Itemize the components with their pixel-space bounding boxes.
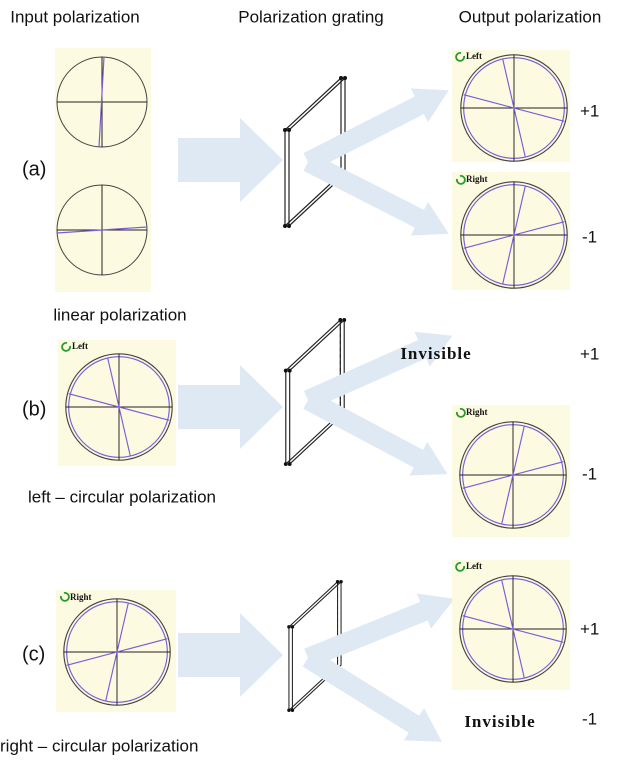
input-badge: Right bbox=[70, 592, 92, 602]
diffracted-beam bbox=[299, 383, 456, 491]
polarization-circle bbox=[460, 576, 566, 682]
polarization-circle bbox=[460, 422, 566, 528]
caption: linear polarization bbox=[53, 305, 186, 324]
output-badge: Left bbox=[466, 51, 482, 61]
invisible-label: Invisible bbox=[464, 712, 535, 731]
row-label: (b) bbox=[22, 398, 46, 420]
input-panel bbox=[56, 590, 176, 712]
input-badge: Left bbox=[72, 341, 88, 351]
output-badge: Left bbox=[466, 561, 482, 571]
column-header: Polarization grating bbox=[238, 7, 384, 26]
column-header: Output polarization bbox=[459, 7, 602, 26]
beam-arrow bbox=[178, 365, 283, 449]
column-header: Input polarization bbox=[10, 7, 139, 26]
row-c: (c) Right Left +1 Invisible -1 right – c… bbox=[0, 560, 599, 758]
row-a: (a) Left +1 Right -1 linear polarization bbox=[22, 48, 599, 324]
diffracted-beam bbox=[298, 642, 452, 758]
output-badge: Right bbox=[466, 407, 488, 417]
diffraction-order: +1 bbox=[580, 619, 599, 638]
polarization-circle bbox=[66, 354, 172, 460]
diagram: Input polarization Polarization grating … bbox=[0, 0, 625, 760]
row-label: (a) bbox=[22, 158, 46, 180]
input-panel bbox=[58, 340, 176, 466]
diffracted-beam bbox=[299, 145, 457, 251]
row-label: (c) bbox=[22, 643, 45, 665]
output-panel bbox=[452, 560, 570, 690]
diffraction-order: +1 bbox=[580, 344, 599, 363]
polarization-circle bbox=[461, 55, 567, 161]
row-b: (b) Left Invisible +1 Right -1 left – ci… bbox=[22, 318, 599, 537]
beam-arrow bbox=[178, 613, 283, 697]
caption: left – circular polarization bbox=[28, 487, 216, 506]
beam-arrow bbox=[178, 118, 283, 202]
diffraction-order: -1 bbox=[582, 709, 597, 728]
output-badge: Right bbox=[466, 174, 488, 184]
invisible-label: Invisible bbox=[400, 344, 471, 363]
diffraction-order: -1 bbox=[582, 227, 597, 246]
polarization-circle bbox=[461, 182, 567, 288]
diffraction-order: -1 bbox=[582, 464, 597, 483]
diffraction-order: +1 bbox=[580, 101, 599, 120]
caption: right – circular polarization bbox=[0, 736, 198, 755]
polarization-circle bbox=[64, 599, 170, 705]
